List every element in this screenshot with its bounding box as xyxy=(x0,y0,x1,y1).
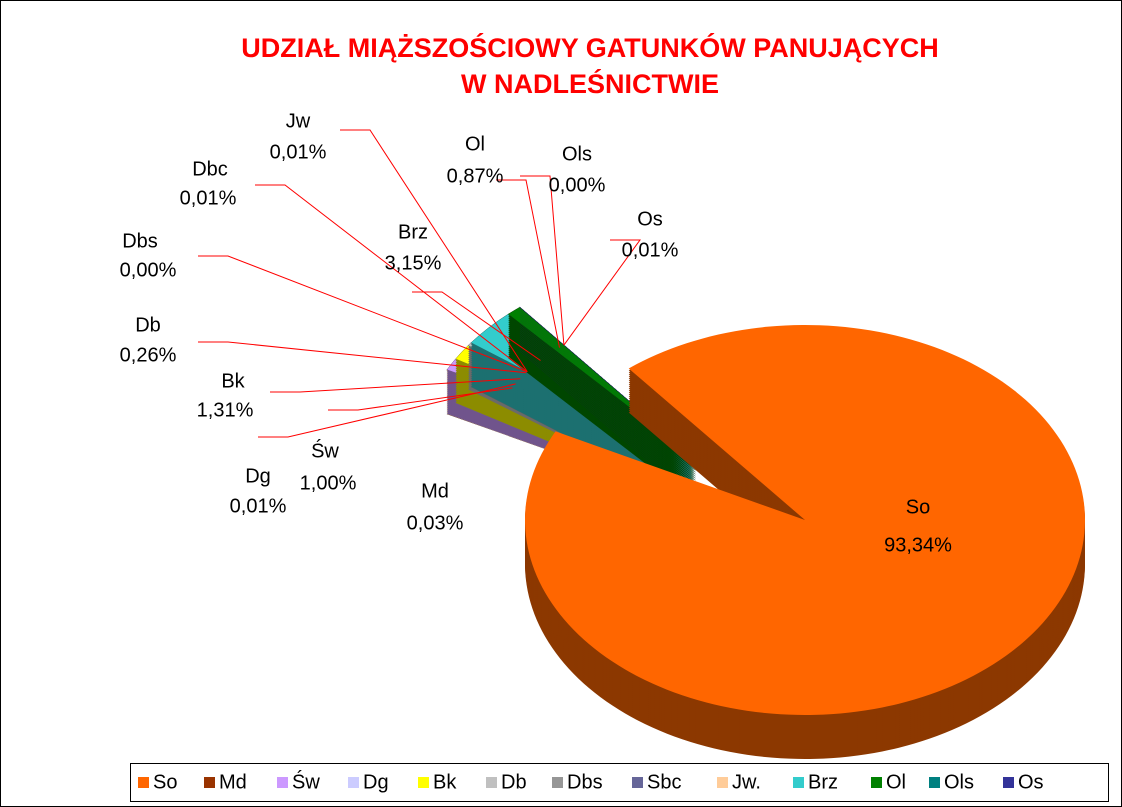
data-label-name: Dbs xyxy=(122,230,158,252)
legend-label: Db xyxy=(501,771,527,793)
leader-line xyxy=(412,291,541,361)
slice-group xyxy=(507,306,697,503)
legend-label: Md xyxy=(219,771,247,793)
data-label-value: 0,01% xyxy=(622,239,679,261)
slice-side xyxy=(519,343,697,495)
data-label-name: Brz xyxy=(398,221,428,243)
slice-side xyxy=(519,347,697,499)
chart-title: W NADLEŚNICTWIE xyxy=(461,68,719,99)
slice xyxy=(524,325,1086,716)
legend-swatch xyxy=(277,777,288,788)
legend-label: Św xyxy=(292,769,320,793)
legend-swatch xyxy=(486,777,497,788)
legend-swatch xyxy=(929,777,940,788)
legend-label: Brz xyxy=(808,771,838,793)
data-label-value: 0,01% xyxy=(270,141,327,163)
data-label-name: Os xyxy=(637,208,663,230)
slice-side xyxy=(519,349,697,501)
legend-swatch xyxy=(204,777,215,788)
data-label-name: Md xyxy=(421,480,449,502)
legend-swatch xyxy=(418,777,429,788)
slice-side xyxy=(519,339,697,491)
leader-line xyxy=(258,383,516,438)
slice-side xyxy=(519,321,697,473)
legend-label: Jw. xyxy=(732,771,761,793)
legend-swatch xyxy=(871,777,882,788)
legend-label: So xyxy=(153,771,177,793)
leader-line xyxy=(198,255,528,373)
legend-swatch xyxy=(552,777,563,788)
data-label-name: Db xyxy=(135,314,161,336)
legend-box xyxy=(130,763,1109,802)
slice-side xyxy=(519,337,697,489)
data-label-name: Bk xyxy=(221,370,245,392)
slice-side xyxy=(519,333,697,485)
slice-side xyxy=(519,323,697,475)
legend-swatch xyxy=(138,777,149,788)
legend-label: Os xyxy=(1018,771,1044,793)
legend-swatch xyxy=(717,777,728,788)
data-label-value: 93,34% xyxy=(884,534,952,556)
legend-label: Dbs xyxy=(567,771,603,793)
slice-side xyxy=(519,329,697,481)
slice-side xyxy=(519,325,697,477)
legend-swatch xyxy=(348,777,359,788)
leader-line xyxy=(520,175,565,346)
legend-swatch xyxy=(632,777,643,788)
chart-title: UDZIAŁ MIĄŻSZOŚCIOWY GATUNKÓW PANUJĄCYCH xyxy=(241,32,938,63)
legend-label: Ol xyxy=(886,771,906,793)
slice-side xyxy=(519,345,697,497)
slice-side xyxy=(519,327,697,479)
leader-line xyxy=(340,129,528,372)
data-label-value: 0,00% xyxy=(549,174,606,196)
data-label-name: Ol xyxy=(465,133,485,155)
leader-line xyxy=(270,378,521,393)
data-label-value: 1,00% xyxy=(300,472,357,494)
data-label-value: 3,15% xyxy=(385,252,442,274)
data-label-name: Dbc xyxy=(192,158,228,180)
data-label-value: 0,00% xyxy=(120,259,177,281)
legend-label: Bk xyxy=(433,771,457,793)
data-label-value: 0,26% xyxy=(120,344,177,366)
leader-line xyxy=(198,341,527,374)
legend-swatch xyxy=(1003,777,1014,788)
data-label-name: Jw xyxy=(286,110,311,132)
data-label-name: Dg xyxy=(245,465,271,487)
slice-side xyxy=(519,319,697,471)
data-label-name: Św xyxy=(311,438,339,462)
data-label-value: 1,31% xyxy=(197,399,254,421)
legend-label: Sbc xyxy=(647,771,681,793)
legend-label: Ols xyxy=(944,771,974,793)
data-label-value: 0,01% xyxy=(230,495,287,517)
data-label-value: 0,87% xyxy=(447,165,504,187)
slice-side xyxy=(519,331,697,483)
legend-label: Dg xyxy=(363,771,389,793)
legend-swatch xyxy=(793,777,804,788)
slice-side xyxy=(519,341,697,493)
leader-line xyxy=(496,179,560,348)
slice-group xyxy=(524,325,1086,759)
slice-side xyxy=(519,351,697,503)
data-label-value: 0,01% xyxy=(180,187,237,209)
data-label-name: Ols xyxy=(562,143,592,165)
leader-line xyxy=(563,239,641,346)
data-label-value: 0,03% xyxy=(407,512,464,534)
slice-side xyxy=(519,335,697,487)
leader-line xyxy=(328,387,513,411)
leader-line xyxy=(255,184,528,373)
data-label-name: So xyxy=(906,496,930,518)
